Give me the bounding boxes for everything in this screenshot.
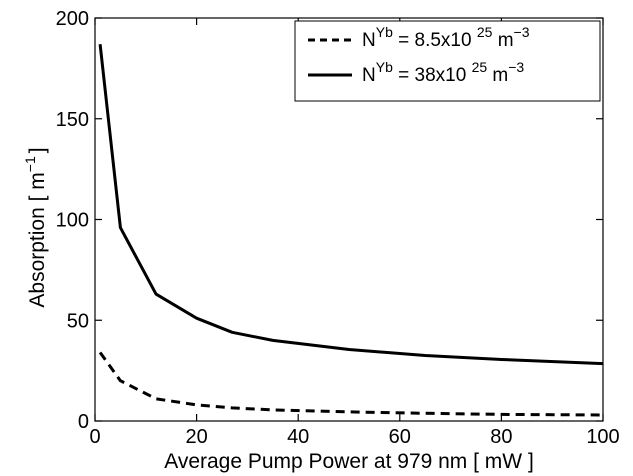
y-axis-label-exponent: −1: [22, 156, 38, 172]
y-tick-label: 0: [78, 411, 89, 433]
y-tick-label: 200: [56, 8, 89, 30]
x-axis-ticks: 0 20 40 60 80 100: [89, 18, 620, 448]
series-line-dashed: [98, 351, 604, 417]
legend-box: [294, 20, 601, 102]
y-axis-label-main: Absorption [ m: [26, 172, 49, 307]
x-tick-label: 60: [389, 426, 411, 448]
series-line-solid: [98, 44, 604, 366]
y-tick-label: 150: [56, 109, 89, 131]
x-tick-label: 100: [586, 426, 619, 448]
x-tick-label: 80: [490, 426, 512, 448]
y-axis-label: Absorption [ m−1]: [22, 147, 49, 307]
legend-entry-8.5: NYb = 8.5x10 25 m−3: [362, 24, 530, 51]
x-tick-label: 0: [89, 426, 100, 448]
x-axis-label: Average Pump Power at 979 nm [ mW ]: [164, 450, 534, 473]
legend-entry-38: NYb = 38x10 25 m−3: [362, 59, 524, 86]
x-tick-label: 20: [185, 426, 207, 448]
x-tick-label: 40: [287, 426, 309, 448]
y-tick-label: 100: [56, 210, 89, 232]
y-axis-ticks: 0 50 100 150 200: [56, 8, 603, 433]
legend: NYb = 8.5x10 25 m−3 NYb = 38x10 25 m−3: [294, 20, 601, 102]
series-lines: [98, 44, 604, 417]
y-axis-label-close: ]: [26, 147, 49, 153]
plot-area: 0 20 40 60 80 100 0 50 100 150 200: [56, 8, 620, 448]
y-tick-label: 50: [67, 310, 89, 332]
